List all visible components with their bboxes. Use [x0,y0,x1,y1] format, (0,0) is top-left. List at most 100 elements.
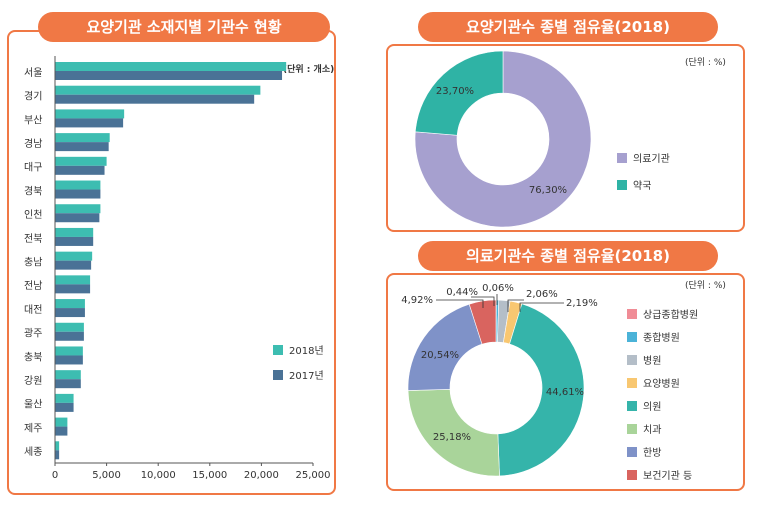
bar-2017-10 [55,308,85,318]
donut2-value-label-2: 2,06% [526,289,558,300]
bar-2017-4 [55,165,105,175]
legend-swatch-2018 [273,345,283,355]
bar-category-label-11: 광주 [24,328,42,340]
donut1-legend-1: 약국 [617,177,651,192]
bar-2017-14 [55,402,74,412]
bar-2018-10 [55,299,85,309]
bar-legend-2017: 2017년 [273,367,324,382]
bar-2018-5 [55,180,101,190]
x-tick-label-5: 25,000 [296,470,331,481]
donut2-title: 의료기관수 종별 점유율(2018) [418,241,718,271]
donut2-value-label-5: 25,18% [433,432,471,443]
donut1-legend-swatch-0 [617,153,627,163]
donut1-unit-label: (단위 : %) [685,58,726,68]
x-tick-label-2: 10,000 [141,470,176,481]
donut1-legend-swatch-1 [617,180,627,190]
donut1-slice-1 [414,50,504,136]
x-tick-label-4: 20,000 [244,470,279,481]
bar-2017-6 [55,213,100,223]
bar-category-label-14: 울산 [24,399,42,411]
donut1-slice-0 [414,50,592,228]
bar-category-label-2: 부산 [24,114,42,126]
bar-category-label-4: 대구 [24,162,42,174]
donut2-legend-3: 요양병원 [627,375,680,390]
bar-2018-9 [55,275,91,285]
donut2-unit-label: (단위 : %) [685,281,726,291]
donut1-value-label-0: 76,30% [529,185,567,196]
donut1-legend-0: 의료기관 [617,150,670,165]
donut2-legend-1: 종합병원 [627,329,680,344]
bar-2017-7 [55,236,94,246]
donut2-legend-label-3: 요양병원 [643,379,680,390]
donut2-value-label-7: 4,92% [401,295,433,306]
bar-2018-16 [55,441,60,451]
bar-2018-2 [55,109,125,119]
donut2-value-label-3: 2,19% [566,298,598,309]
legend-swatch-2017 [273,370,283,380]
bar-category-label-10: 대전 [24,304,42,316]
donut2-slice-5 [407,389,500,477]
x-tick-label-3: 15,000 [192,470,227,481]
bar-2017-12 [55,355,83,365]
donut2-legend-swatch-4 [627,401,637,411]
donut2-legend-label-7: 보건기관 등 [643,471,693,482]
bar-category-label-1: 경기 [24,90,42,103]
donut2-slice-4 [497,303,585,477]
donut2-legend-swatch-5 [627,424,637,434]
donut2-legend-label-0: 상급종합병원 [643,310,699,321]
donut2-legend-swatch-2 [627,355,637,365]
bar-2017-16 [55,450,60,460]
bar-legend-2018: 2018년 [273,342,324,357]
donut2-legend-7: 보건기관 등 [627,467,692,482]
donut2-leader-2-06 [507,299,524,312]
bar-2017-15 [55,426,68,436]
bar-2018-11 [55,322,84,332]
bar-category-label-8: 충남 [24,257,42,269]
bar-2018-0 [55,62,287,71]
x-tick-label-1: 5,000 [92,470,121,481]
bar-2018-15 [55,417,68,427]
bar-2018-6 [55,204,101,214]
donut2-legend-label-4: 의원 [643,402,662,413]
donut2-legend-4: 의원 [627,398,661,413]
donut2-legend-5: 치과 [627,421,661,436]
bar-2018-14 [55,393,74,403]
bar-category-label-7: 전북 [24,233,42,245]
donut2-value-label-4: 44,61% [546,387,584,398]
donut2-legend-label-2: 병원 [643,356,662,367]
bar-category-label-15: 제주 [24,422,42,434]
donut2-value-label-0: 0,06% [482,283,514,294]
donut2-legend-swatch-0 [627,309,637,319]
donut2-legend-label-5: 치과 [643,425,662,436]
bar-2017-8 [55,260,92,270]
donut2-legend-2: 병원 [627,352,661,367]
legend-label-2017: 2017년 [289,371,324,382]
donut2-legend-label-1: 종합병원 [643,333,680,344]
donut2-leader-0-44 [471,296,495,306]
bar-2018-13 [55,370,81,380]
bar-2018-8 [55,251,93,261]
bar-category-label-5: 경북 [24,184,42,197]
bar-category-label-16: 세종 [24,446,42,458]
bar-2017-1 [55,94,255,104]
donut1-value-label-1: 23,70% [436,86,474,97]
bar-category-label-13: 강원 [24,375,42,387]
donut2-legend-swatch-3 [627,378,637,388]
bar-2018-1 [55,85,261,95]
donut1-title: 요양기관수 종별 점유율(2018) [418,12,718,42]
bar-2017-5 [55,189,101,199]
bar-2018-12 [55,346,83,356]
donut2-leader-2-19 [519,302,564,312]
donut2-legend-label-6: 한방 [643,448,662,459]
donut2-legend-6: 한방 [627,444,661,459]
bar-category-label-9: 전남 [24,280,42,292]
donut1-legend-label-1: 약국 [633,181,652,192]
bar-category-label-6: 인천 [24,209,42,221]
bar-2017-2 [55,118,124,128]
bar-chart-title: 요양기관 소재지별 기관수 현황 [38,12,330,42]
bar-2018-7 [55,227,94,237]
bar-category-label-12: 충북 [24,351,42,363]
